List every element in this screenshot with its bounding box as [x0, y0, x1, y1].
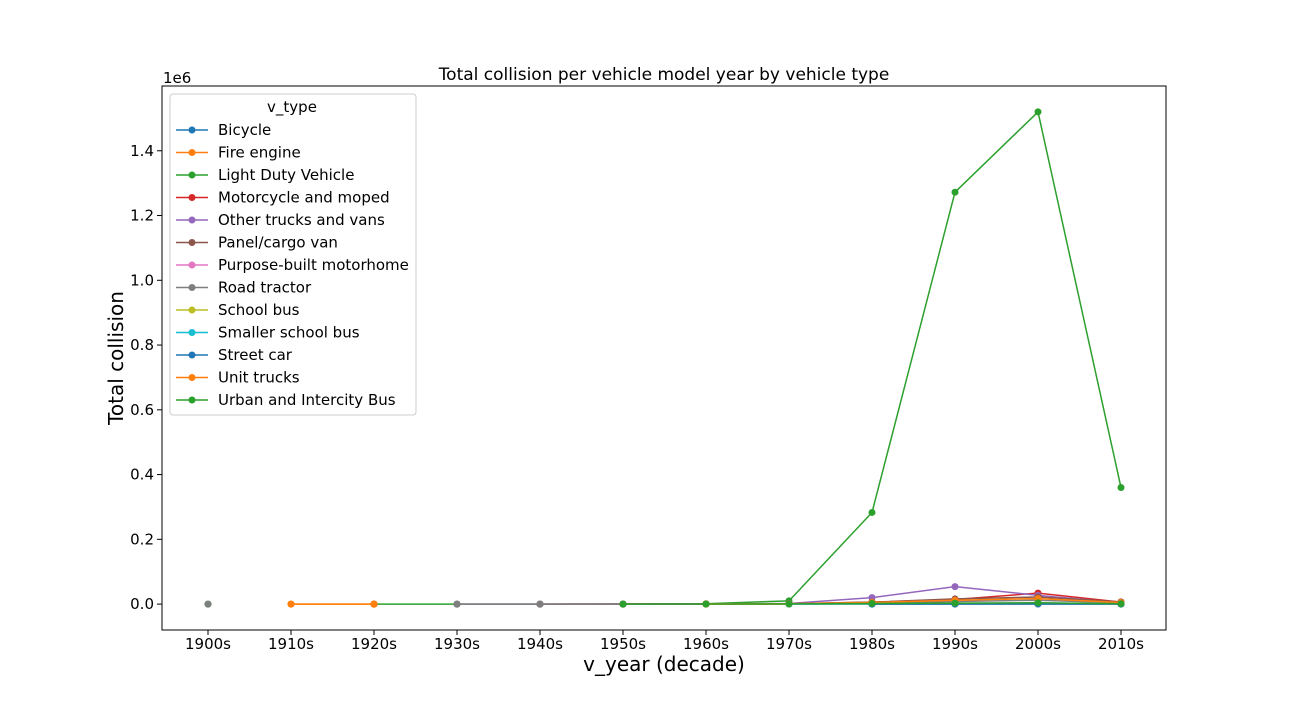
x-tick-label: 1990s [932, 635, 978, 653]
data-point [1035, 108, 1042, 115]
legend-label: Fire engine [218, 144, 301, 162]
x-tick-label: 2000s [1015, 635, 1061, 653]
data-point [869, 509, 876, 516]
data-point [1118, 484, 1125, 491]
legend-swatch-marker [189, 172, 196, 179]
data-point [454, 601, 461, 608]
legend-label: Unit trucks [218, 369, 300, 387]
data-point [952, 583, 959, 590]
y-tick-label: 1.4 [130, 142, 154, 160]
data-point [1118, 600, 1125, 607]
legend-swatch-marker [189, 284, 196, 291]
y-tick-label: 0.8 [130, 336, 154, 354]
legend-swatch-marker [189, 149, 196, 156]
legend-swatch-marker [189, 307, 196, 314]
y-axis-label: Total collision [104, 291, 128, 426]
x-tick-label: 1940s [517, 635, 563, 653]
legend-label: School bus [218, 301, 300, 319]
legend-swatch-marker [189, 397, 196, 404]
y-tick-label: 1.2 [130, 207, 154, 225]
x-tick-label: 1900s [185, 635, 231, 653]
x-tick-label: 2010s [1098, 635, 1144, 653]
data-point [952, 189, 959, 196]
data-point [371, 601, 378, 608]
legend-label: Purpose-built motorhome [218, 256, 409, 274]
x-tick-label: 1950s [600, 635, 646, 653]
chart-title: Total collision per vehicle model year b… [438, 65, 890, 85]
legend-label: Light Duty Vehicle [218, 166, 354, 184]
data-point [786, 600, 793, 607]
y-tick-label: 1.0 [130, 271, 154, 289]
y-axis-offset-label: 1e6 [163, 69, 191, 87]
legend-title: v_type [267, 98, 317, 117]
legend-label: Street car [218, 346, 293, 364]
legend-label: Road tractor [218, 279, 312, 297]
legend-label: Motorcycle and moped [218, 189, 390, 207]
legend-label: Bicycle [218, 121, 271, 139]
x-tick-label: 1960s [683, 635, 729, 653]
y-tick-label: 0.6 [130, 401, 154, 419]
y-tick-label: 0.2 [130, 530, 154, 548]
data-point [703, 601, 710, 608]
legend-label: Panel/cargo van [218, 234, 338, 252]
legend-label: Smaller school bus [218, 324, 360, 342]
legend-swatch-marker [189, 127, 196, 134]
legend-swatch-marker [189, 217, 196, 224]
data-point [537, 601, 544, 608]
data-point [952, 600, 959, 607]
data-point [288, 601, 295, 608]
legend-swatch-marker [189, 329, 196, 336]
x-tick-label: 1930s [434, 635, 480, 653]
x-tick-label: 1920s [351, 635, 397, 653]
data-point [205, 601, 212, 608]
data-point [869, 600, 876, 607]
data-point [1035, 599, 1042, 606]
legend-swatch-marker [189, 239, 196, 246]
legend-swatch-marker [189, 374, 196, 381]
x-axis-label: v_year (decade) [583, 652, 745, 676]
series-line [374, 112, 1121, 604]
legend-swatch-marker [189, 194, 196, 201]
legend-swatch-marker [189, 262, 196, 269]
legend: v_type Bicycle Fire engine Light Duty Vehic… [170, 94, 416, 415]
x-tick-label: 1970s [766, 635, 812, 653]
x-tick-label: 1980s [849, 635, 895, 653]
y-tick-label: 0.4 [130, 466, 154, 484]
legend-box [170, 94, 416, 415]
legend-label: Urban and Intercity Bus [218, 391, 396, 409]
data-point [620, 601, 627, 608]
x-tick-label: 1910s [268, 635, 314, 653]
y-tick-label: 0.0 [130, 595, 154, 613]
legend-swatch-marker [189, 352, 196, 359]
legend-label: Other trucks and vans [218, 211, 385, 229]
